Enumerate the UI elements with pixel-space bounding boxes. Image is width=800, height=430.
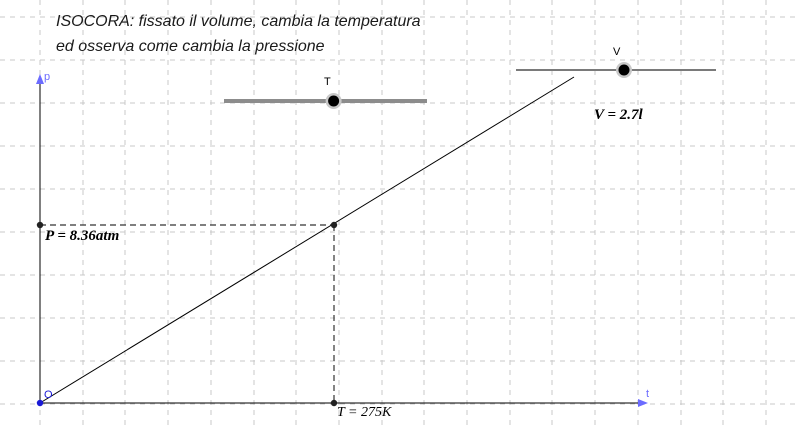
title-line-1: ISOCORA: fissato il volume, cambia la te… (56, 13, 421, 30)
x-axis-arrow-icon (638, 399, 648, 407)
isochoric-line (39, 76, 575, 404)
y-axis-arrow-icon (36, 74, 44, 84)
temperature-slider-label: T (324, 76, 331, 88)
temperature-point (330, 399, 338, 407)
y-axis-label: p (44, 71, 50, 83)
x-axis-label: t (646, 388, 649, 400)
origin-point (36, 399, 44, 407)
state-point[interactable] (330, 221, 338, 229)
pressure-point (36, 221, 44, 229)
origin-label: O (44, 389, 53, 401)
volume-slider-label: V (613, 46, 621, 58)
temperature-readout: T = 275K (337, 405, 392, 420)
title-line-2: ed osserva come cambia la pressione (56, 38, 325, 55)
temperature-slider-handle-dot[interactable] (328, 95, 340, 107)
pressure-readout: P = 8.36atm (45, 228, 119, 244)
volume-slider-handle-dot[interactable] (618, 64, 630, 76)
volume-readout: V = 2.7l (594, 107, 644, 123)
